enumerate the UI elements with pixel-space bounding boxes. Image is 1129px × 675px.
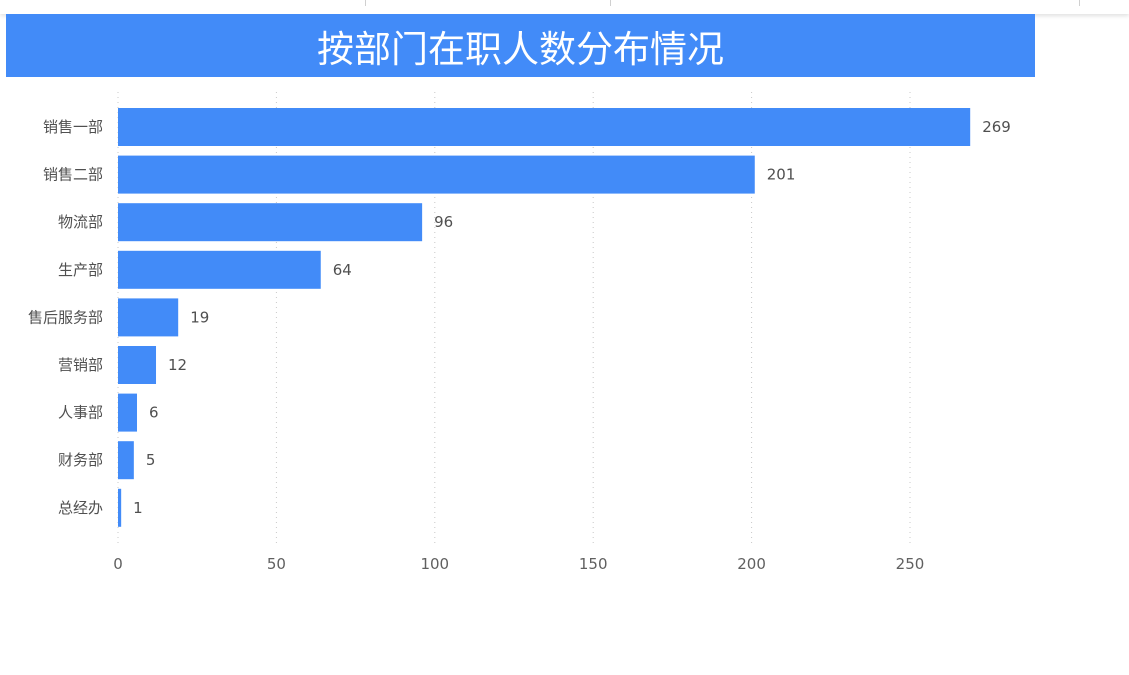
data-label: 201 [767, 166, 796, 184]
bar[interactable] [118, 393, 138, 432]
bar[interactable] [118, 203, 423, 242]
y-category-label: 营销部 [58, 356, 103, 374]
y-category-label: 人事部 [58, 404, 103, 422]
data-label: 6 [149, 404, 159, 422]
y-category-label: 销售一部 [43, 118, 103, 136]
y-category-label: 物流部 [58, 213, 103, 231]
bar[interactable] [118, 155, 755, 194]
bar[interactable] [118, 298, 179, 337]
bar[interactable] [118, 488, 122, 527]
y-category-label: 售后服务部 [28, 308, 103, 326]
y-category-label: 总经办 [58, 499, 103, 517]
data-label: 12 [168, 356, 187, 374]
data-label: 19 [190, 308, 209, 326]
toolbar-divider [610, 0, 611, 6]
data-label: 1 [133, 499, 143, 517]
data-label: 269 [982, 118, 1011, 136]
x-tick-label: 100 [420, 555, 449, 573]
y-category-label: 销售二部 [43, 166, 103, 184]
toolbar-divider [1079, 0, 1080, 6]
y-category-label: 财务部 [58, 451, 103, 469]
x-tick-label: 200 [737, 555, 766, 573]
x-tick-label: 50 [267, 555, 286, 573]
x-tick-label: 150 [579, 555, 608, 573]
top-toolbar-strip [0, 0, 1129, 14]
bar[interactable] [118, 346, 157, 384]
data-label: 96 [434, 213, 453, 231]
x-tick-label: 250 [896, 555, 925, 573]
chart-title-bar: 按部门在职人数分布情况 [6, 14, 1035, 77]
data-label: 5 [146, 451, 156, 469]
chart-title: 按部门在职人数分布情况 [317, 27, 724, 71]
bar[interactable] [118, 441, 134, 480]
toolbar-divider [365, 0, 366, 6]
bar[interactable] [118, 250, 321, 289]
bar[interactable] [118, 108, 971, 146]
data-label: 64 [333, 261, 352, 279]
x-tick-label: 0 [113, 555, 123, 573]
y-category-label: 生产部 [58, 261, 103, 279]
